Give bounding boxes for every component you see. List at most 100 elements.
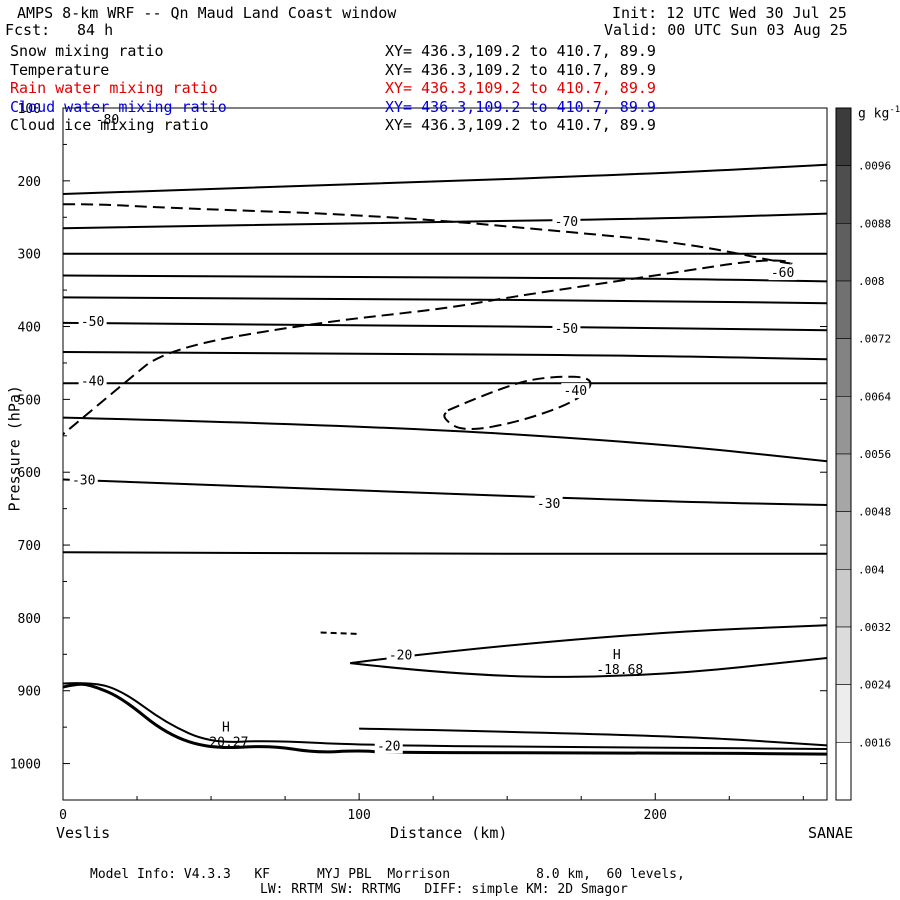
y-tick-label: 900 [18,685,41,700]
y-tick-label: 500 [18,393,41,408]
contour-label: -50 [555,322,578,337]
model-info-line2: LW: RRTM SW: RRTMG DIFF: simple KM: 2D S… [260,882,628,897]
contour-label-bg [78,313,107,329]
y-tick-label: 800 [18,612,41,627]
colorbar-tick-label: .0096 [858,160,891,173]
axes: 100 200 300 400 500 600 700 800 900 1000 0 100 200 [10,102,827,823]
isotherm-line [62,551,827,555]
contour-label: -40 [81,375,104,390]
legend-xy: XY= 436.3,109.2 to 410.7, 89.9 [385,79,656,97]
contour-label-bg [93,112,122,128]
colorbar-segment [835,626,852,685]
colorbar-tick-label: .0032 [858,621,891,634]
contour-label: -20 [377,740,400,755]
colorbar-tick-label: .0056 [858,448,891,461]
legend-xy: XY= 436.3,109.2 to 410.7, 89.9 [385,116,656,134]
x-tick-label: 100 [347,808,370,823]
colorbar-tick-label: .0072 [858,333,891,346]
isotherm-line [62,274,828,283]
contour-label-bg [69,472,98,488]
colorbar-segment [835,223,852,282]
x-tick-label: 200 [644,808,667,823]
colorbar-segment [835,280,852,339]
snow-contour-line [62,203,793,436]
y-tick-label: 200 [18,175,41,190]
contour-label: -70 [555,215,578,230]
x-tick-label: 0 [59,808,67,823]
colorbar-segment [835,338,852,397]
legend-name: Temperature [10,61,110,79]
contour-label: -60 [771,266,794,281]
valid-time: Valid: 00 UTC Sun 03 Aug 25 [604,21,848,39]
x-axis-label: Distance (km) [390,824,508,842]
isotherm-line [62,478,828,506]
terrain-line [62,682,828,756]
colorbar-tick-label: .008 [858,275,885,288]
isotherm-line [359,727,828,747]
y-tick-label: 100 [18,102,41,117]
contour-label-bg [552,214,581,230]
contour-label: -50 [81,315,104,330]
colorbar-tick-label: .0016 [858,736,891,749]
legend-name: Cloud water mixing ratio [10,98,227,116]
legend-xy: XY= 436.3,109.2 to 410.7, 89.9 [385,98,656,116]
contour-label-bg [768,265,797,281]
init-time: Init: 12 UTC Wed 30 Jul 25 [612,4,847,22]
legend-name: Snow mixing ratio [10,42,164,60]
legend-xy: XY= 436.3,109.2 to 410.7, 89.9 [385,61,656,79]
colorbar-segment [835,107,852,166]
y-tick-label: 300 [18,248,41,263]
extremum-symbol: H [222,721,230,736]
contour-label-bg [561,383,590,399]
legend-name: Rain water mixing ratio [10,79,218,97]
colorbar-tick-label: .0048 [858,506,891,519]
contour-label: -80 [96,113,119,128]
isotherm-line [62,682,828,750]
colorbar-unit: g kg-1 [858,105,900,122]
colorbar-frame [835,107,852,801]
terrain-line [62,682,828,756]
isotherm-line [62,296,828,305]
colorbar-segment [835,511,852,570]
colorbar-tick-label: .0088 [858,217,891,230]
contour-label: -30 [537,497,560,512]
legend-xy: XY= 436.3,109.2 to 410.7, 89.9 [385,42,656,60]
isotherm-line [62,163,828,195]
left-endpoint-label: Veslis [56,824,111,842]
isotherm-line [62,321,828,332]
model-info-line1: Model Info: V4.3.3 KF MYJ PBL Morrison 8… [90,867,685,882]
y-axis-label: Pressure (hPa) [5,385,24,512]
forecast-hour: 84 h [77,21,114,39]
y-tick-label: 400 [18,321,41,336]
forecast-label: Fcst: [5,21,51,39]
isotherm-line [62,351,828,361]
contour-label-bg [386,647,415,663]
colorbar-segment [835,453,852,512]
y-tick-label: 600 [18,466,41,481]
isotherm-line [62,212,828,230]
contour-label: -20 [389,649,412,664]
extremum-value: 20.27 [209,736,248,751]
plot-frame [62,107,828,801]
colorbar: .0096 .0088 .008 .0072 .0064 .0056 .0048 .004 .0… [835,107,891,801]
legend-name: Cloud ice mixing ratio [10,116,209,134]
colorbar-segment [835,684,852,743]
contour-label-bg [552,321,581,337]
contour-label: -30 [72,474,95,489]
colorbar-segment [835,569,852,628]
contour-label-bg [374,738,403,754]
isotherm-line [62,416,828,463]
colorbar-tick-label: .0024 [858,679,891,692]
colorbar-tick-label: .0064 [858,390,891,403]
colorbar-segment [835,742,852,801]
contour-label: -40 [564,384,587,399]
plot-title: AMPS 8-km WRF -- Qn Maud Land Coast wind… [17,4,397,22]
y-tick-label: 700 [18,539,41,554]
y-tick-label: 1000 [10,758,41,773]
contour-labels: -80-70-60-50 -50-40-40-30-30-20-20H20.27H… [69,112,797,755]
isotherm-line [350,657,828,678]
colorbar-segment [835,396,852,455]
extremum-value: -18.68 [596,663,643,678]
extremum-symbol: H [613,648,621,663]
